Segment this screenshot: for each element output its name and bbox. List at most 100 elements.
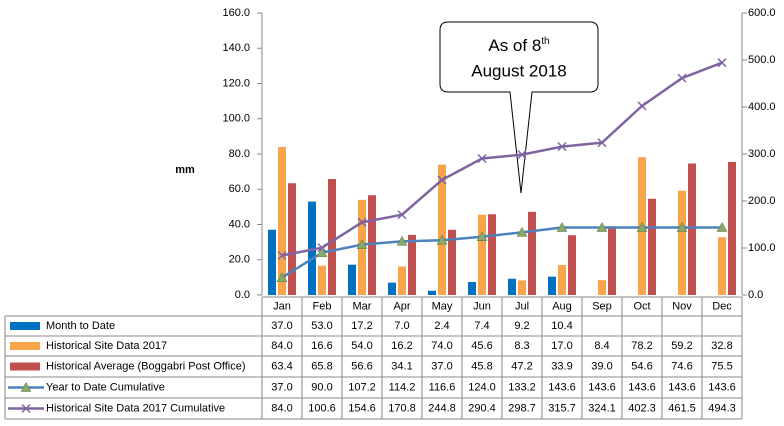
table-cell: 143.6 [628,381,656,393]
legend-label: Historical Site Data 2017 Cumulative [46,402,225,414]
table-cell: 56.6 [351,360,372,372]
table-cell: 75.5 [711,360,732,372]
line-marker [356,239,368,249]
x-tick-label: Nov [672,300,692,312]
y2-tick-label: 400.0 [748,101,776,113]
table-cell: 7.4 [474,320,489,332]
bar [408,234,416,295]
x-tick-label: Jul [515,300,529,312]
line [281,226,722,279]
x-tick-label: Oct [633,300,650,312]
bar [678,190,686,295]
table-cell: 53.0 [311,320,332,332]
legend-key [10,362,40,371]
bar [558,265,566,295]
bar [528,211,536,295]
line-marker [396,235,408,246]
table-cell: 63.4 [271,360,292,372]
bar [518,280,526,295]
table-cell: 78.2 [631,340,652,352]
line-marker [437,175,447,185]
bar [688,163,696,295]
table-cell: 170.8 [388,402,416,414]
y2-tick-label: 0.0 [748,289,763,301]
table-cell: 461.5 [668,402,696,414]
table-cell: 7.0 [394,320,409,332]
y-tick-label: 0.0 [235,289,250,301]
table-cell: 143.6 [708,381,736,393]
table-cell: 143.6 [668,381,696,393]
bar [268,229,276,295]
line-marker [717,58,727,68]
table-cell: 8.3 [514,340,529,352]
line-marker [476,231,488,241]
bar [398,266,406,295]
bar [598,280,606,295]
y2-tick-label: 600.0 [748,7,776,19]
bar [568,235,576,295]
line-marker [677,73,687,83]
line-marker [276,272,288,282]
y-axis-label: mm [175,164,195,176]
bar [448,229,456,295]
y-tick-label: 140.0 [222,42,250,54]
table-cell: 39.0 [591,360,612,372]
table-cell: 244.8 [428,402,456,414]
table-cell: 107.2 [348,381,376,393]
line-marker [636,221,648,232]
table-cell: 10.4 [551,320,572,332]
x-tick-label: Jan [273,300,291,312]
table-cell: 37.0 [431,360,452,372]
bar [478,214,486,295]
legend-marker [21,403,31,414]
table-cell: 37.0 [271,320,292,332]
y2-tick-label: 300.0 [748,148,776,160]
table-cell: 8.4 [594,340,609,352]
callout-box [439,21,599,194]
line-marker [596,221,608,232]
table-cell: 315.7 [548,402,576,414]
legend-key [10,322,40,330]
callout-prefix: As of 8 [488,36,541,55]
bar [728,161,736,295]
table-cell: 16.2 [391,340,412,352]
line-marker [317,243,327,253]
bar [388,282,396,295]
bar [488,214,496,295]
line-marker [716,221,728,232]
table-cell: 9.2 [514,320,529,332]
table-cell: 54.0 [351,340,372,352]
table-cell: 154.6 [348,402,376,414]
callout: As of 8th August 2018 [439,21,599,194]
line-marker [477,153,487,164]
table-cell: 37.0 [271,381,292,393]
line-marker [316,247,328,257]
x-tick-label: Apr [393,300,410,312]
table-cell: 324.1 [588,402,616,414]
table-cell: 402.3 [628,402,656,414]
line-marker [517,150,527,160]
legend-label: Month to Date [46,320,115,332]
line-marker [516,226,528,237]
bar [548,276,556,295]
bar [348,264,356,295]
x-tick-label: Mar [353,300,372,312]
table-cell: 124.0 [468,381,496,393]
table-cell: 32.8 [711,340,732,352]
x-tick-label: Aug [552,300,572,312]
bar [278,146,286,295]
bar [468,281,476,295]
line-marker [436,234,448,245]
x-tick-label: Feb [313,300,332,312]
table-cell: 17.2 [351,320,372,332]
line-marker [597,138,607,148]
y2-tick-label: 200.0 [748,195,776,207]
table-cell: 298.7 [508,402,536,414]
bar [718,237,726,295]
y2-tick-label: 100.0 [748,242,776,254]
legend-marker [20,381,32,392]
legend-label: Historical Site Data 2017 [46,340,167,352]
y-tick-label: 100.0 [222,113,250,125]
line-marker [637,101,647,111]
x-tick-label: Dec [712,300,732,312]
